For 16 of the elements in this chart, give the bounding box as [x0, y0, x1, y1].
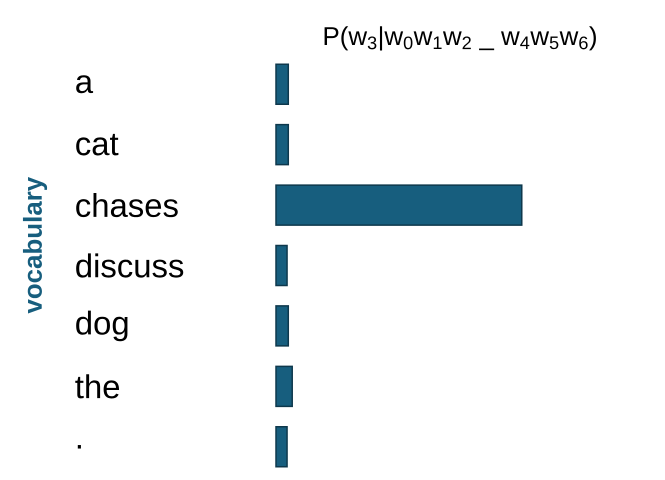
bar — [275, 184, 523, 226]
bar — [275, 244, 288, 286]
bar — [275, 426, 288, 468]
bar — [275, 366, 293, 408]
y-axis-title: vocabulary — [22, 176, 48, 314]
y-tick-label: chases — [76, 193, 178, 218]
y-tick-label: a — [76, 75, 94, 94]
y-tick-label: the — [75, 374, 120, 398]
y-tick-label: dog — [76, 310, 128, 342]
bar — [275, 124, 290, 166]
y-tick-label: discuss — [76, 253, 184, 278]
y-tick-label: cat — [76, 134, 118, 156]
y-tick-label: . — [78, 445, 81, 449]
chart-title: P(w$_{3}$|w$_{0}$w$_{1}$w$_{2}$ _ w$_{4}$w$_{5}$w$_{6}$) — [324, 26, 596, 51]
bar — [275, 63, 290, 105]
bar — [275, 305, 290, 347]
